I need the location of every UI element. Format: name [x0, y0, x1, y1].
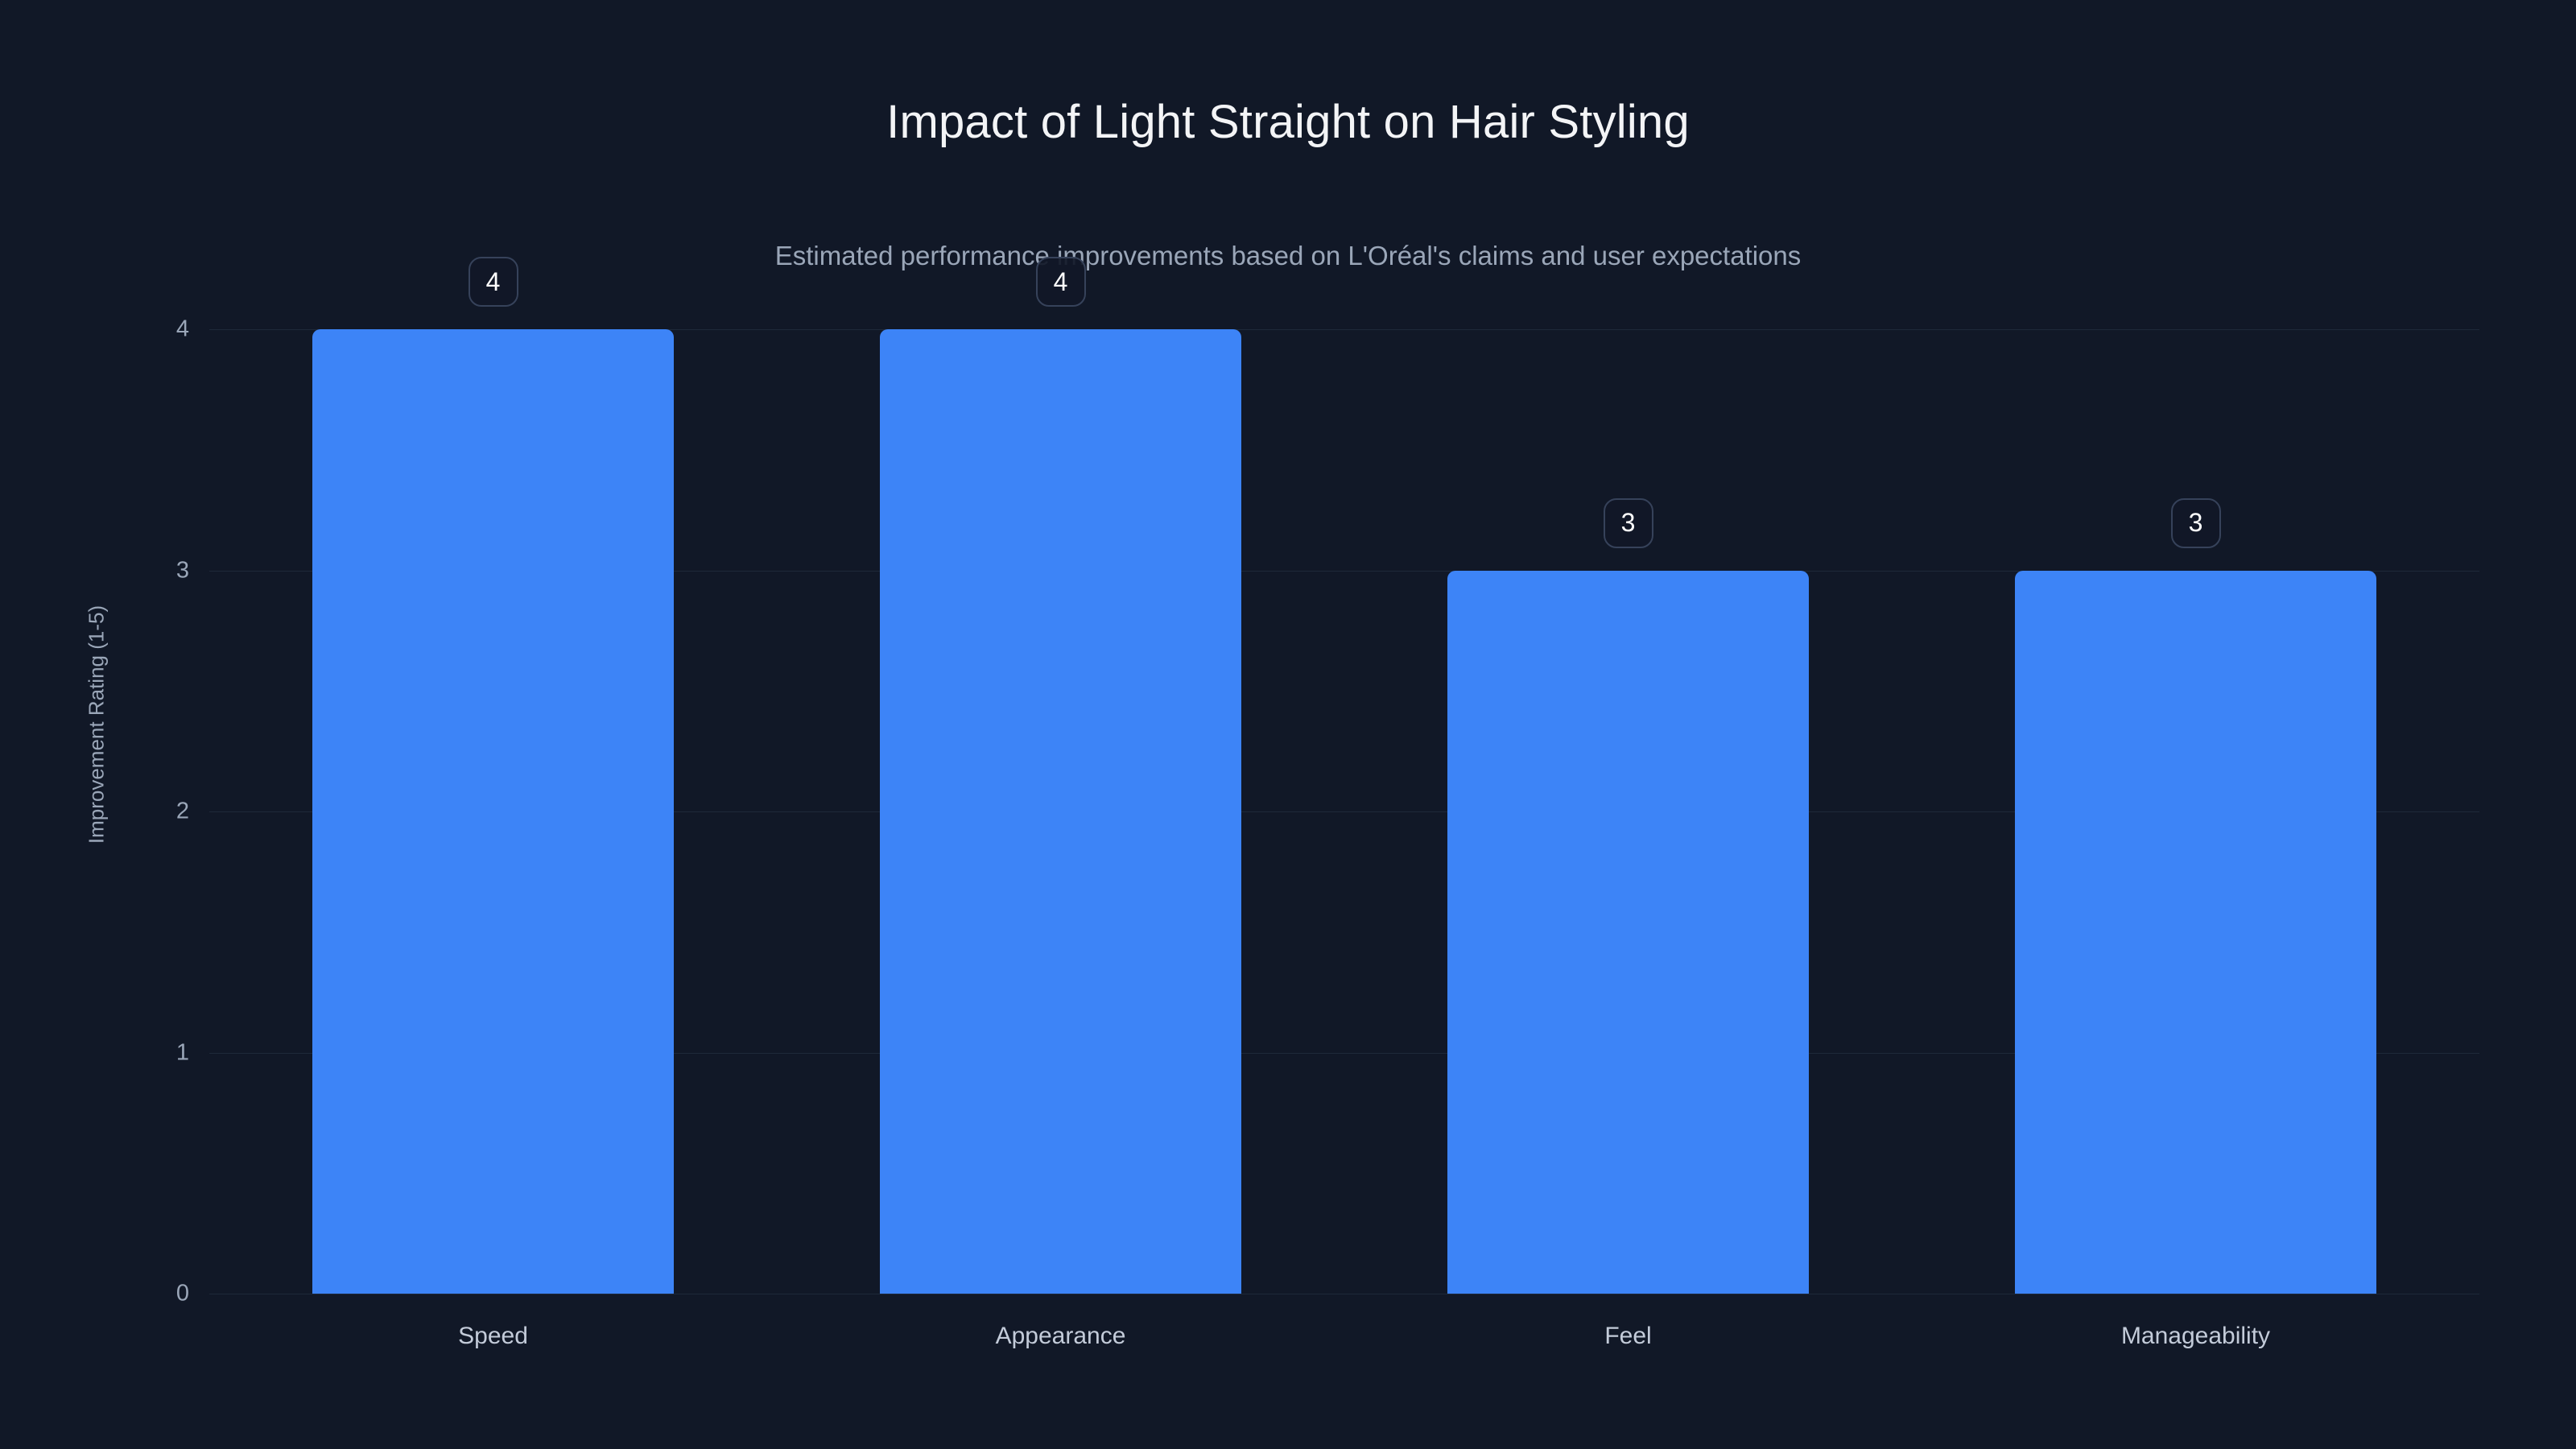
- gridline: [209, 811, 2479, 812]
- value-label-speed: 4: [468, 257, 518, 307]
- gridline: [209, 570, 2479, 572]
- x-axis-tick-label-appearance: Appearance: [995, 1323, 1126, 1349]
- bar-feel[interactable]: [1447, 570, 1809, 1294]
- gridline: [209, 329, 2479, 330]
- x-axis-tick-label-manageability: Manageability: [2120, 1323, 2271, 1349]
- bar-manageability[interactable]: [2015, 570, 2376, 1294]
- value-label-appearance: 4: [1035, 257, 1086, 307]
- chart-title: Impact of Light Straight on Hair Styling: [886, 96, 1690, 148]
- y-axis-tick-label: 4: [175, 316, 189, 342]
- x-axis-tick-label-feel: Feel: [1604, 1323, 1652, 1349]
- chart-subtitle: Estimated performance improvements based…: [774, 241, 1802, 270]
- y-axis-tick-label: 1: [175, 1039, 189, 1065]
- value-label-feel: 3: [1603, 497, 1653, 548]
- bar-appearance[interactable]: [880, 329, 1241, 1294]
- plot-area: [209, 329, 2479, 1294]
- x-axis-tick-label-speed: Speed: [458, 1323, 528, 1349]
- y-axis-tick-label: 2: [175, 798, 189, 824]
- value-label-manageability: 3: [2170, 497, 2221, 548]
- y-axis-tick-label: 3: [175, 557, 189, 583]
- y-axis-tick-label: 0: [175, 1280, 189, 1307]
- bar-speed[interactable]: [312, 329, 674, 1294]
- gridline: [209, 1052, 2479, 1054]
